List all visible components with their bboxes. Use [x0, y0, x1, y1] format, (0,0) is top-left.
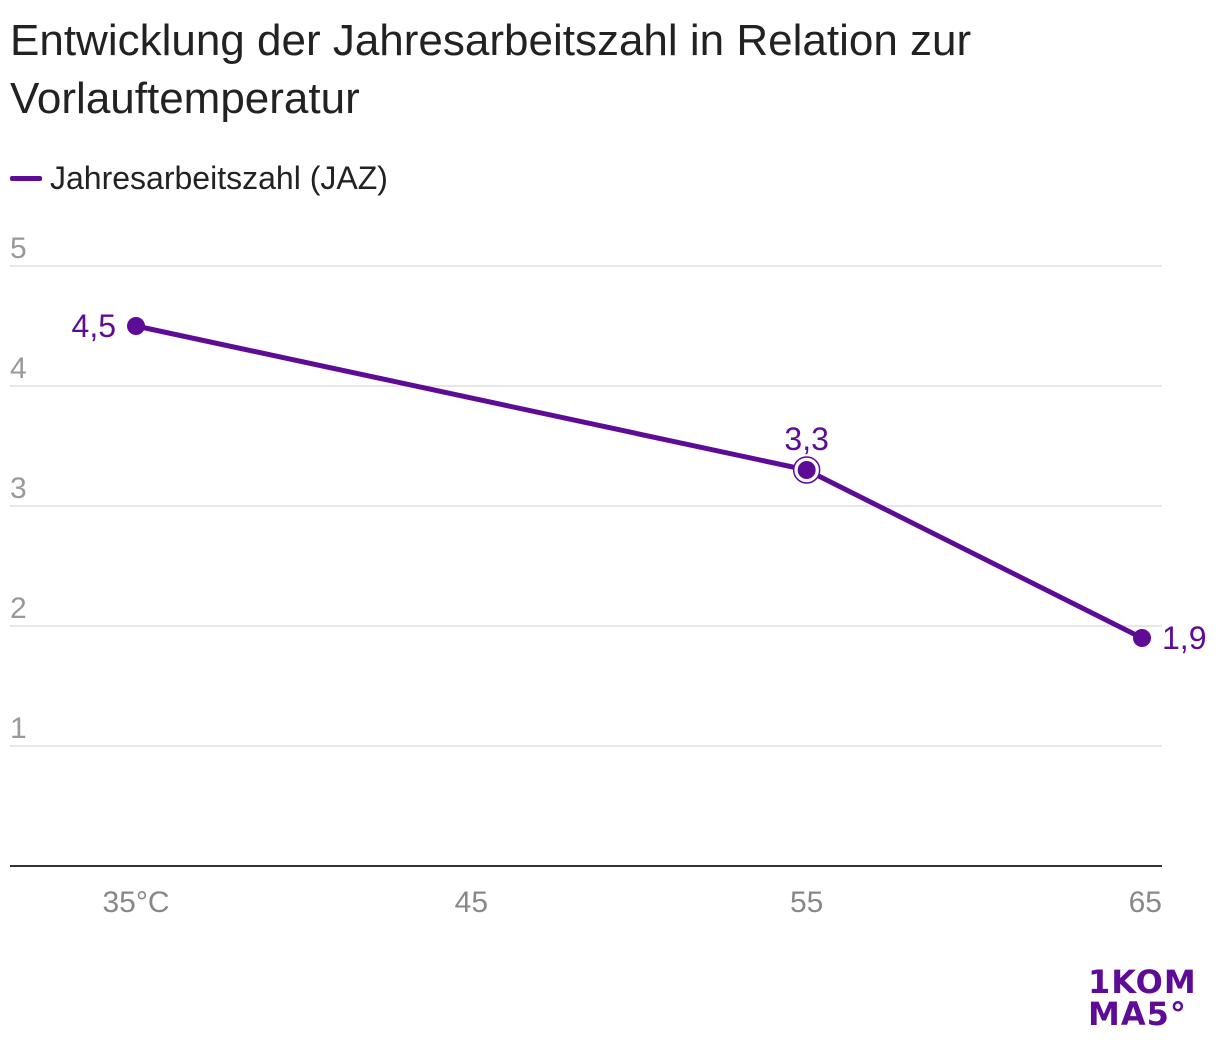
- x-axis-ticks: 35°C 45 55 65: [102, 886, 1162, 919]
- legend: Jahresarbeitszahl (JAZ): [10, 158, 388, 198]
- x-tick-label: 55: [790, 886, 823, 919]
- data-point[interactable]: [1133, 629, 1151, 647]
- y-tick-label: 3: [10, 472, 27, 505]
- data-label: 4,5: [72, 308, 116, 344]
- y-tick-label: 4: [10, 352, 27, 385]
- y-tick-label: 2: [10, 592, 27, 625]
- y-tick-label: 5: [10, 232, 27, 265]
- chart-title: Entwicklung der Jahresarbeitszahl in Rel…: [10, 16, 972, 123]
- brand-logo: 1KOM MA5°: [1088, 966, 1208, 1030]
- x-tick-label: 45: [455, 886, 488, 919]
- data-label: 1,9: [1162, 620, 1206, 656]
- series-layer: [127, 317, 1151, 647]
- y-axis-ticks: 1 2 3 4 5: [10, 232, 27, 745]
- series-line: [133, 323, 1145, 641]
- data-point[interactable]: [797, 461, 816, 479]
- data-point[interactable]: [127, 317, 145, 335]
- legend-label: Jahresarbeitszahl (JAZ): [50, 159, 388, 196]
- x-tick-label: 35°C: [102, 886, 169, 919]
- logo-line-1: 1KOM: [1088, 963, 1197, 1001]
- gridlines: [10, 265, 1162, 747]
- y-tick-label: 1: [10, 712, 27, 745]
- logo-line-2: MA5°: [1088, 995, 1187, 1033]
- legend-swatch: [10, 175, 42, 181]
- x-tick-label: 65: [1129, 886, 1162, 919]
- data-labels: 4,5 3,3 1,9: [72, 308, 1207, 656]
- data-label: 3,3: [784, 421, 828, 457]
